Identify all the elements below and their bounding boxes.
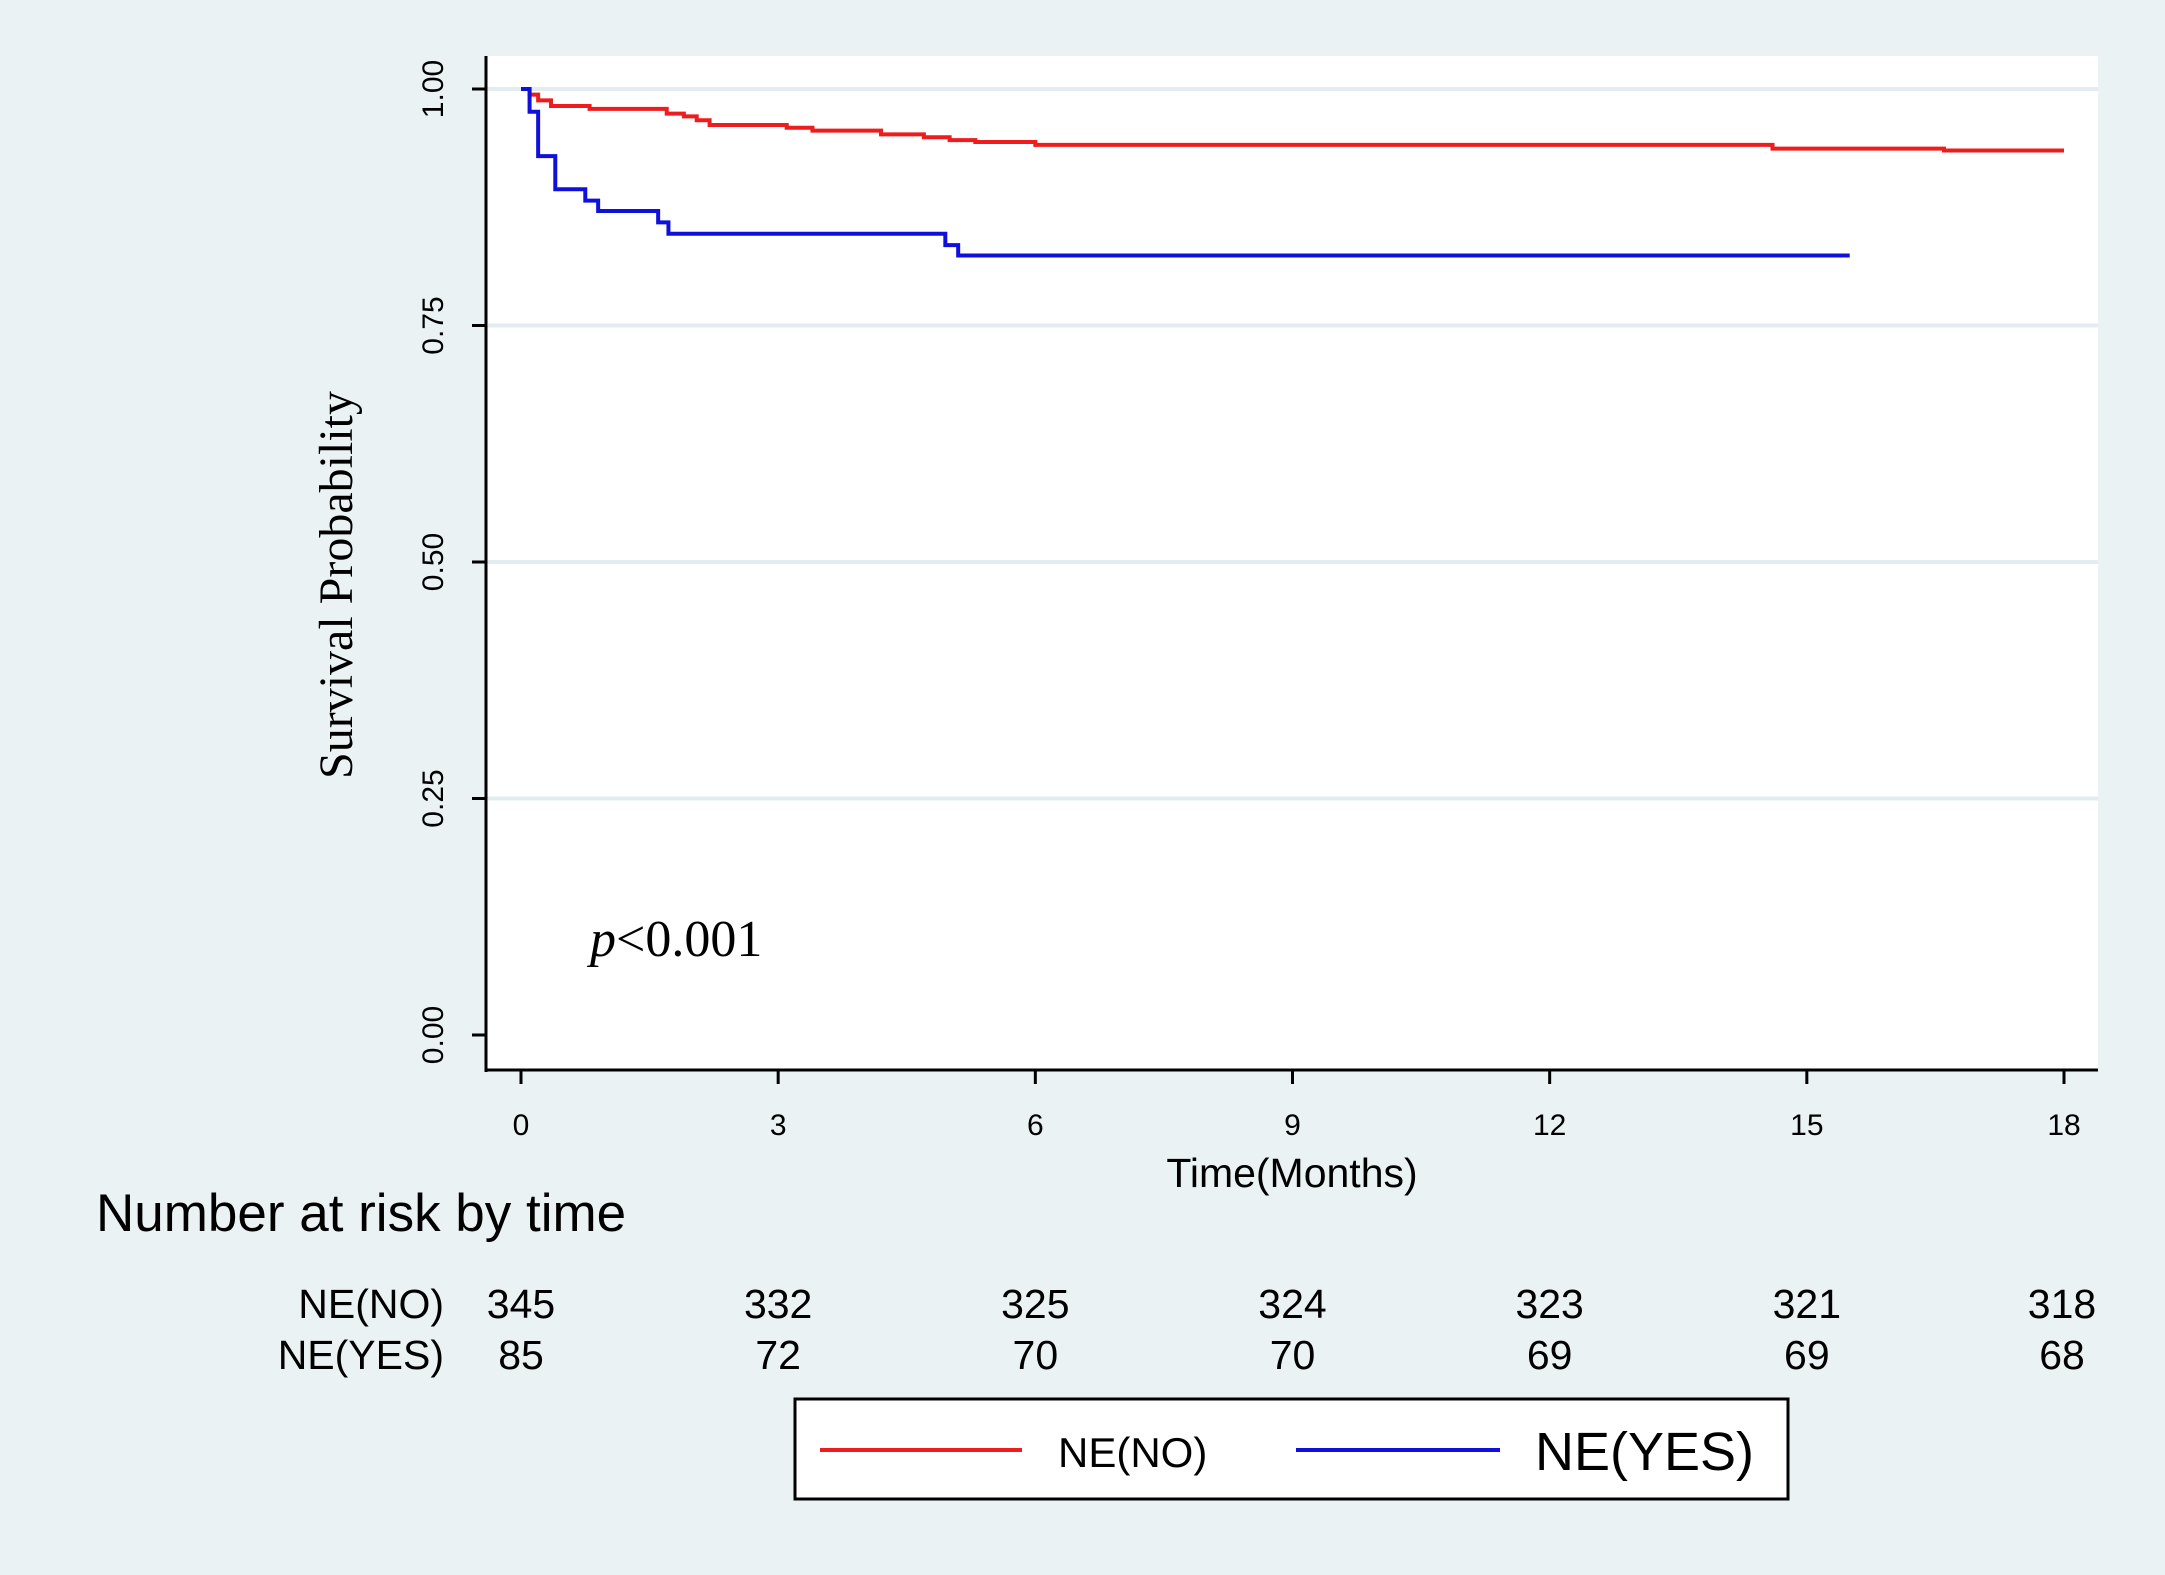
y-axis-ticks: 0.00 0.25 0.50 0.75 1.00 — [417, 60, 486, 1064]
risk-count: 85 — [498, 1332, 544, 1378]
y-tick-label: 0.00 — [417, 1006, 450, 1064]
risk-count: 325 — [1001, 1281, 1069, 1327]
risk-count: 321 — [1773, 1281, 1841, 1327]
risk-count: 70 — [1013, 1332, 1059, 1378]
x-axis-ticks: 0 3 6 9 12 15 18 — [513, 1070, 2081, 1142]
x-tick-label: 9 — [1284, 1109, 1301, 1142]
p-value-annotation: p<0.001 — [586, 911, 762, 968]
x-tick-label: 18 — [2047, 1109, 2080, 1142]
legend: NE(NO) NE(YES) — [793, 1397, 1790, 1501]
survival-curves — [521, 87, 2064, 258]
risk-table: NE(NO) 345 332 325 324 323 321 318 NE(YES) 85 72 70… — [278, 1281, 2097, 1378]
gridlines — [486, 87, 2098, 801]
x-tick-label: 12 — [1533, 1109, 1566, 1142]
risk-count: 68 — [2039, 1332, 2085, 1378]
risk-row-label: NE(NO) — [298, 1281, 444, 1327]
series-line-ne-no — [521, 87, 2064, 153]
risk-count: 345 — [487, 1281, 555, 1327]
x-tick-label: 15 — [1790, 1109, 1823, 1142]
x-tick-label: 0 — [513, 1109, 530, 1142]
y-axis-label: Survival Probability — [310, 391, 363, 779]
legend-label-ne-no: NE(NO) — [1058, 1429, 1207, 1476]
risk-count: 69 — [1784, 1332, 1830, 1378]
legend-label-ne-yes: NE(YES) — [1535, 1422, 1754, 1482]
risk-count: 70 — [1270, 1332, 1316, 1378]
y-tick-label: 0.25 — [417, 769, 450, 827]
risk-count: 318 — [2028, 1281, 2096, 1327]
risk-count: 69 — [1527, 1332, 1573, 1378]
x-axis-label: Time(Months) — [1166, 1150, 1417, 1196]
p-value-symbol: p — [586, 911, 616, 968]
risk-count: 324 — [1258, 1281, 1326, 1327]
series-line-ne-yes — [521, 87, 1850, 258]
risk-count: 332 — [744, 1281, 812, 1327]
x-tick-label: 3 — [770, 1109, 787, 1142]
risk-table-title: Number at risk by time — [96, 1184, 626, 1243]
risk-count: 72 — [755, 1332, 801, 1378]
risk-row-label: NE(YES) — [278, 1332, 444, 1378]
x-tick-label: 6 — [1027, 1109, 1044, 1142]
y-tick-label: 0.75 — [417, 296, 450, 354]
y-tick-label: 0.50 — [417, 533, 450, 591]
risk-count: 323 — [1515, 1281, 1583, 1327]
p-value-threshold: <0.001 — [616, 911, 762, 968]
y-tick-label: 1.00 — [417, 60, 450, 118]
